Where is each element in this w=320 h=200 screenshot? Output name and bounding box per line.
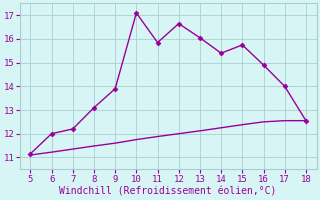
X-axis label: Windchill (Refroidissement éolien,°C): Windchill (Refroidissement éolien,°C): [60, 187, 277, 197]
